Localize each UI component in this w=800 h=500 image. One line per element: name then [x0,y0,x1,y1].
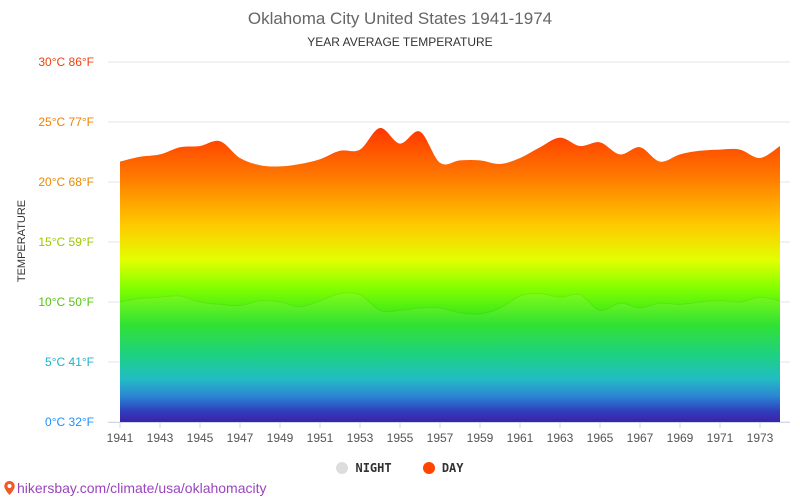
x-tick-label: 1955 [387,431,414,445]
x-tick-label: 1945 [187,431,214,445]
x-tick-label: 1943 [147,431,174,445]
x-tick-label: 1957 [427,431,454,445]
x-tick-label: 1949 [267,431,294,445]
y-axis-ticks: 0°C 32°F 5°C 41°F 10°C 50°F 15°C 59°F 20°C 6… [38,55,94,429]
source-link[interactable]: hikersbay.com/climate/usa/oklahomacity [4,480,267,496]
x-tick-label: 1953 [347,431,374,445]
x-tick-label: 1971 [707,431,734,445]
y-tick-label: 0°C 32°F [45,415,94,429]
location-pin-icon [4,481,15,495]
y-tick-label: 30°C 86°F [38,55,94,69]
chart-subtitle: YEAR AVERAGE TEMPERATURE [307,35,492,49]
x-tick-label: 1963 [547,431,574,445]
x-tick-label: 1969 [667,431,694,445]
legend-label-day: DAY [441,461,464,475]
y-tick-label: 15°C 59°F [38,235,94,249]
night-area [120,292,780,422]
legend: NIGHT DAY [0,461,800,477]
x-tick-label: 1967 [627,431,654,445]
y-tick-label: 10°C 50°F [38,295,94,309]
legend-label-night: NIGHT [355,461,392,475]
night-line [119,292,781,315]
x-tick-label: 1973 [747,431,774,445]
y-tick-label: 5°C 41°F [45,355,94,369]
y-axis-label: TEMPERATURE [16,200,28,282]
x-tick-label: 1961 [507,431,534,445]
x-tick-label: 1959 [467,431,494,445]
x-tick-label: 1947 [227,431,254,445]
legend-item-day[interactable]: DAY [422,461,464,475]
legend-item-night[interactable]: NIGHT [336,461,392,475]
chart-title: Oklahoma City United States 1941-1974 [248,9,552,28]
x-tick-label: 1941 [107,431,134,445]
source-url: hikersbay.com/climate/usa/oklahomacity [17,480,267,496]
x-tick-label: 1965 [587,431,614,445]
x-tick-label: 1951 [307,431,334,445]
day-area [120,127,780,423]
y-tick-label: 25°C 77°F [38,115,94,129]
plot-areas [119,127,781,423]
x-axis-ticks: 1941 1943 1945 1947 1949 1951 1953 1955 1957 1959… [107,422,774,445]
night-dot-icon [336,462,349,474]
day-dot-icon [422,462,435,474]
y-tick-label: 20°C 68°F [38,175,94,189]
